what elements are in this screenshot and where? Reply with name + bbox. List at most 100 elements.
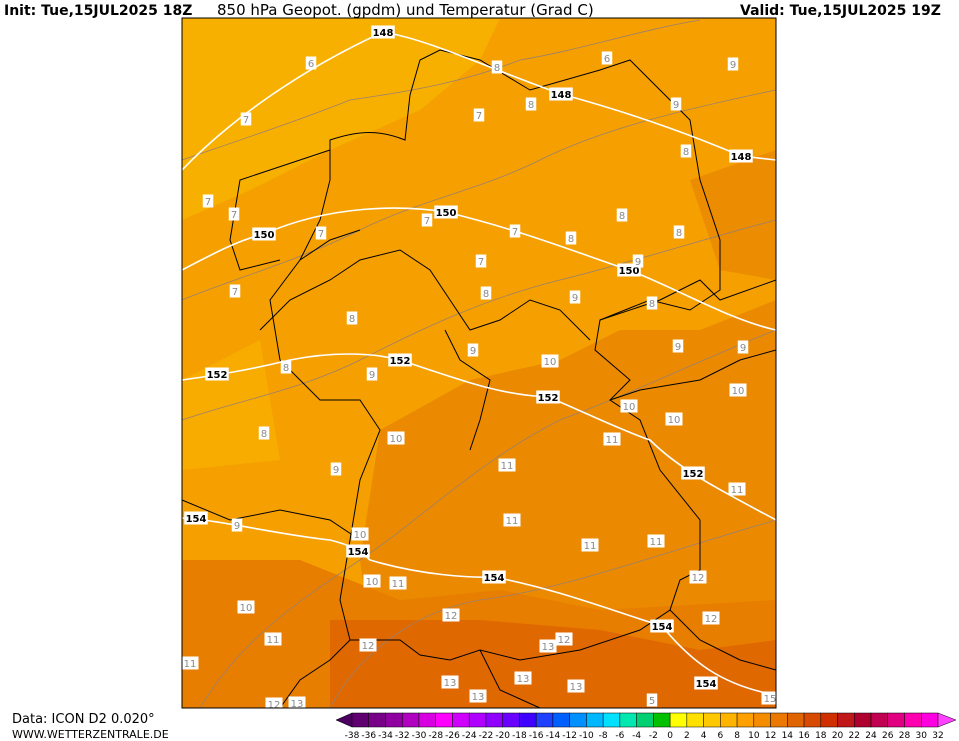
temperature-label: 11 [506,516,519,527]
label-box [389,576,407,590]
temperature-label: 9 [470,346,476,357]
colorbar-cell [351,712,369,728]
label-box [288,696,306,710]
temperature-label: 12 [705,614,718,625]
label-box [616,208,628,222]
temperature-label: 7 [231,210,237,221]
temperature-label: 15 [764,694,777,705]
temperature-label: 8 [528,100,534,111]
temperature-label: 8 [619,211,625,222]
geopotential-label: 154 [186,514,207,525]
colorbar-cell [502,712,520,728]
label-box [346,544,370,558]
label-box [366,367,378,381]
label-box [555,632,573,646]
label-box [581,538,599,552]
label-box [359,638,377,652]
label-box [620,399,638,413]
temperature-label: 8 [676,228,682,239]
label-box [702,611,720,625]
temperature-label: 9 [740,343,746,354]
label-box [737,340,749,354]
colorbar-cell [452,712,470,728]
label-box [229,284,241,298]
label-box [265,697,283,711]
colorbar-label: -4 [632,731,641,741]
label-box [252,227,276,241]
map-frame [181,17,777,709]
temperature-label: 13 [444,678,457,689]
colorbar-label: 4 [701,731,707,741]
temperature-label: 10 [668,415,681,426]
colorbar-label: 10 [748,731,760,741]
colorbar-label: -2 [649,731,658,741]
colorbar-label: -32 [395,731,410,741]
geopotential-label: 154 [652,622,673,633]
label-box [498,458,516,472]
colorbar-label: 22 [849,731,860,741]
label-box [202,194,214,208]
label-box [632,254,644,268]
warm-region [182,18,500,220]
label-box [421,213,433,227]
temperature-label: 9 [572,293,578,304]
geopotential-label: 152 [207,370,228,381]
colorbar-label: -6 [615,731,624,741]
temperature-label: 13 [472,692,485,703]
label-box [442,608,460,622]
label-box [514,671,532,685]
colorbar-label: 26 [882,731,894,741]
temperature-label: 12 [558,635,571,646]
colorbar-cell [854,712,872,728]
colorbar-cell [586,712,604,728]
label-box [467,343,479,357]
colorbar-label: -12 [562,731,577,741]
temperature-label: 7 [512,227,518,238]
colorbar-label: -10 [579,731,594,741]
temperature-label: 11 [584,541,597,552]
colorbar-arrow [937,712,957,728]
temperature-label: 11 [501,461,514,472]
colorbar-label: -28 [428,731,443,741]
colorbar-cell [602,712,621,728]
temperature-label: 10 [544,357,557,368]
label-box [670,97,682,111]
label-box [681,466,705,480]
temperature-label: 9 [635,257,641,268]
colorbar-label: -34 [378,731,393,741]
geopotential-label: 154 [696,679,717,690]
init-time: Init: Tue,15JUL2025 18Z [4,3,192,19]
label-box [280,360,292,374]
label-box [237,600,255,614]
label-box [647,534,665,548]
label-box [646,693,658,707]
label-box [729,149,753,163]
temperature-label: 13 [517,674,530,685]
colorbar-label: -8 [599,731,608,741]
colorbar-cell [418,712,436,728]
label-box [388,353,412,367]
geopotential-label: 154 [484,573,505,584]
label-box [240,112,252,126]
label-box [387,431,405,445]
temperature-label: 11 [606,435,619,446]
temperature-label: 12 [268,700,281,711]
colorbar-label: 0 [667,731,673,741]
colorbar-cell [870,712,889,728]
colorbar: -38 -36 -34 -32 -30 -28 -26 -24 -22 -20 -18 -16 -14-… [335,712,957,741]
temperature-label: 9 [673,100,679,111]
label-box [264,632,282,646]
temperature-label: 11 [731,485,744,496]
colorbar-cell [753,712,771,728]
colorbar-label: -24 [462,731,477,741]
temperature-label: 7 [318,229,324,240]
colorbar-cell [837,712,855,728]
label-box [231,518,243,532]
temperature-label: 8 [683,147,689,158]
label-box [184,511,208,525]
label-box [536,390,560,404]
colorbar-label: -14 [546,731,561,741]
